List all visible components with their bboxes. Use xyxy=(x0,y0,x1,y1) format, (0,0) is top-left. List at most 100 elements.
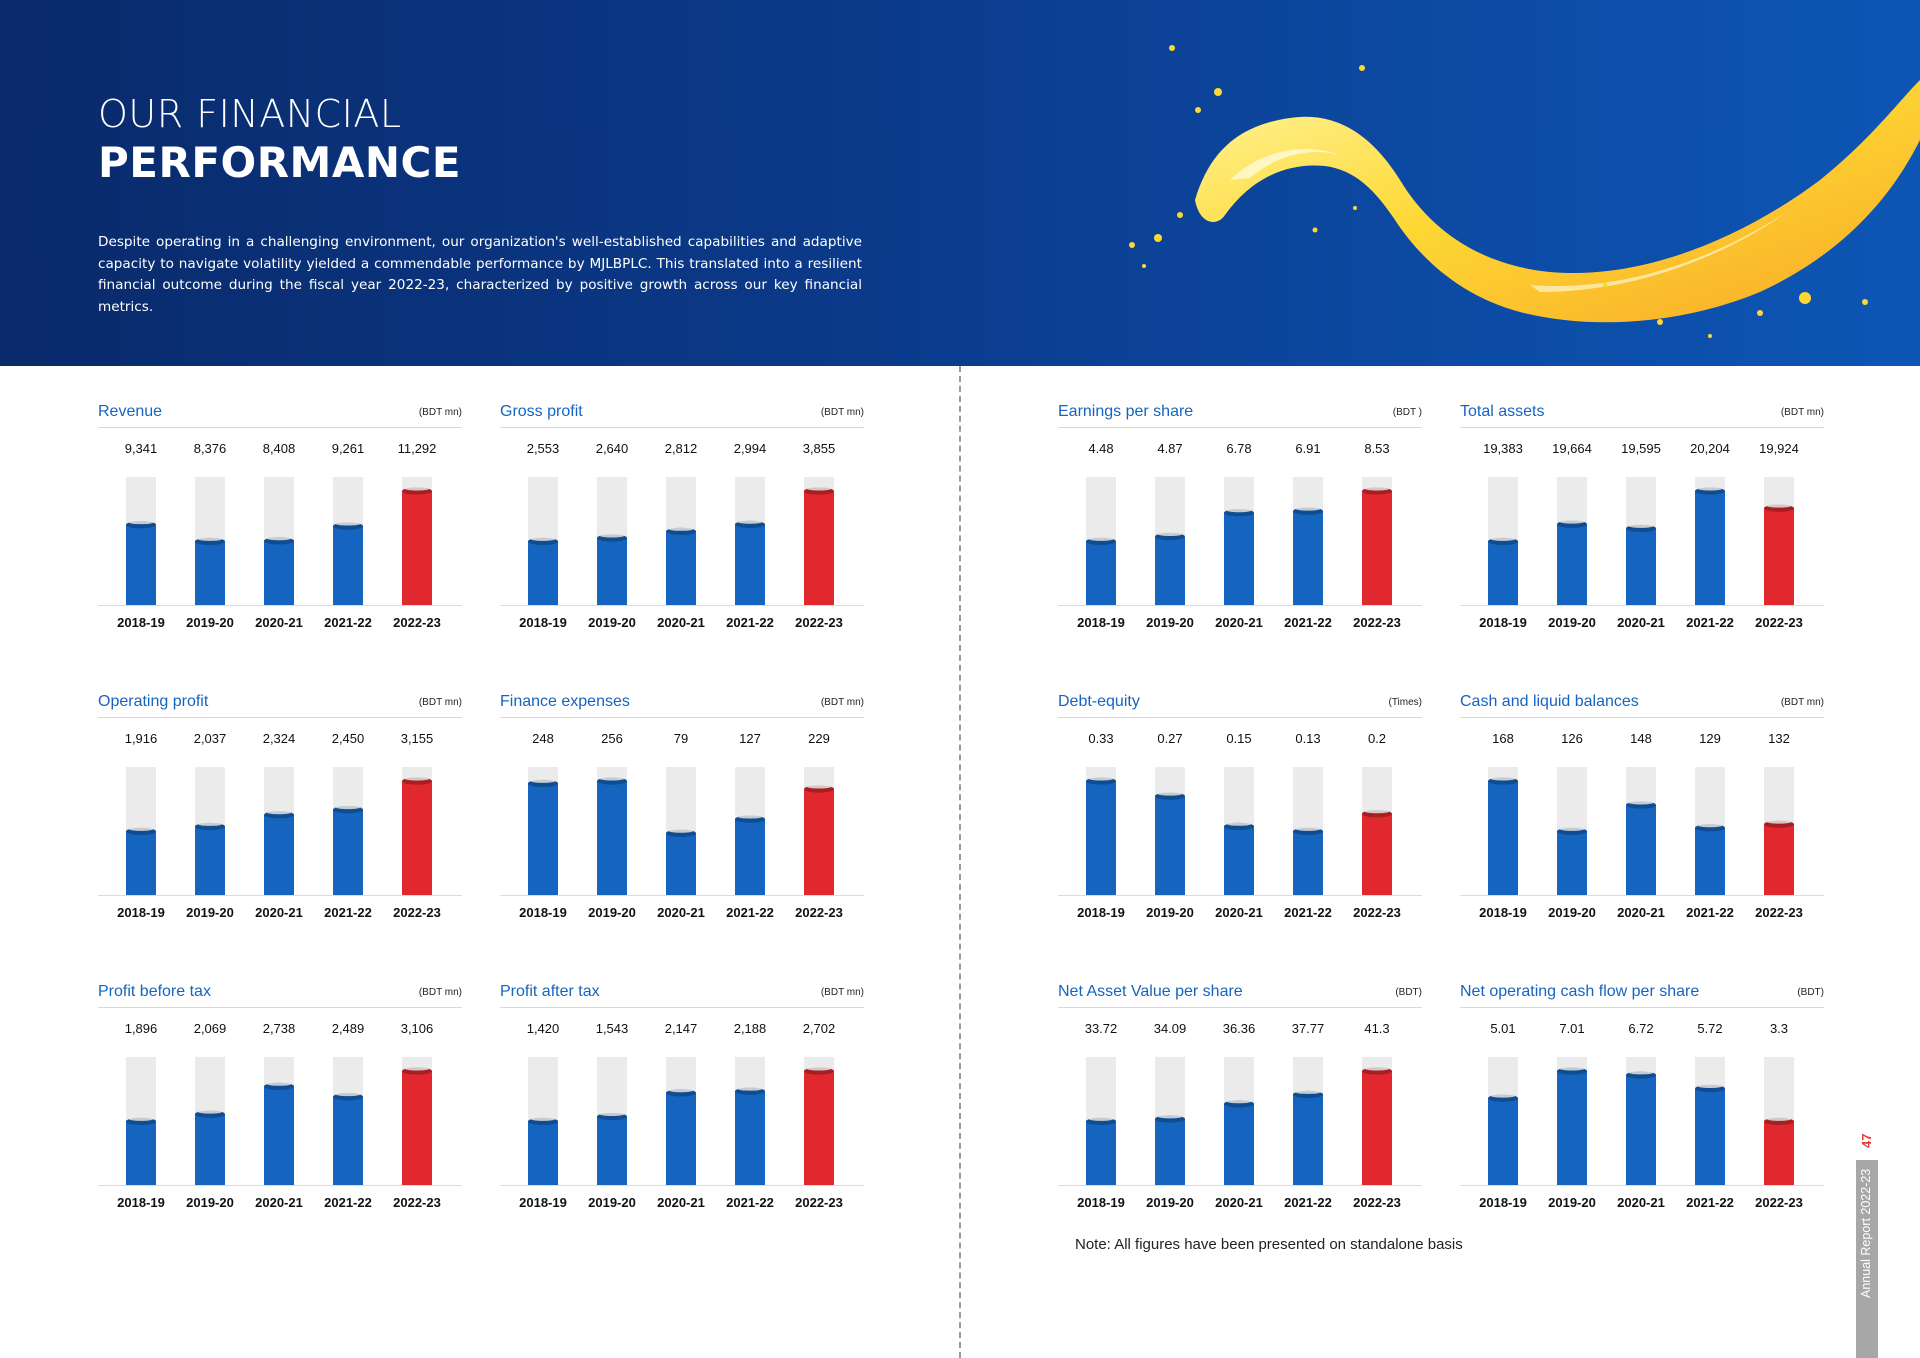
bar xyxy=(1293,511,1323,605)
bar-cap-highlight xyxy=(738,520,762,524)
bar-cap-highlight xyxy=(1365,1067,1389,1071)
bar xyxy=(528,1121,558,1185)
bar xyxy=(402,781,432,895)
bar xyxy=(804,789,834,895)
chart-title: Total assets xyxy=(1460,403,1545,420)
data-label: 7.01 xyxy=(1559,1021,1584,1036)
bar xyxy=(1293,831,1323,895)
bar xyxy=(735,819,765,895)
bar xyxy=(264,1086,294,1185)
chart-title: Cash and liquid balances xyxy=(1460,693,1639,710)
bar-cap-highlight xyxy=(405,487,429,491)
data-label: 148 xyxy=(1630,731,1652,746)
bar xyxy=(804,491,834,605)
bar xyxy=(402,491,432,605)
category-label: 2022-23 xyxy=(393,615,441,630)
bar xyxy=(597,1116,627,1185)
bar-chart-plot: 5.01 2018-19 7.01 2019-20 6.72 2020-21 5.72 202… xyxy=(1460,1021,1824,1210)
bar-cap-highlight xyxy=(1089,537,1113,541)
category-label: 2022-23 xyxy=(1353,1195,1401,1210)
chart-title: Net Asset Value per share xyxy=(1058,983,1243,1000)
data-label: 3.3 xyxy=(1770,1021,1788,1036)
data-label: 1,896 xyxy=(125,1021,158,1036)
category-label: 2020-21 xyxy=(255,1195,303,1210)
data-label: 11,292 xyxy=(398,441,437,456)
chart-unit: (BDT mn) xyxy=(1780,407,1824,418)
bar xyxy=(333,1096,363,1185)
bar-cap-highlight xyxy=(1227,509,1251,513)
category-label: 2021-22 xyxy=(726,1195,774,1210)
bar-cap-highlight xyxy=(129,520,153,525)
data-label: 33.72 xyxy=(1085,1021,1118,1036)
category-label: 2019-20 xyxy=(186,615,234,630)
chart-total-assets: Total assets (BDT mn) 19,383 2018-19 19,66… xyxy=(1460,403,1824,653)
data-label: 127 xyxy=(739,731,761,746)
bar-cap-highlight xyxy=(807,487,831,491)
category-label: 2019-20 xyxy=(1548,905,1596,920)
bar xyxy=(1557,524,1587,605)
category-label: 2020-21 xyxy=(657,615,705,630)
bar-cap-highlight xyxy=(1629,524,1653,528)
data-label: 2,188 xyxy=(734,1021,767,1036)
bar-chart-plot: 168 2018-19 126 2019-20 148 2020-21 129 2021-22… xyxy=(1460,731,1824,920)
side-tab-label: Annual Report 2022-23 xyxy=(1859,1168,1873,1298)
bar-cap-highlight xyxy=(1767,820,1791,824)
data-label: 1,916 xyxy=(125,731,158,746)
category-label: 2020-21 xyxy=(1617,905,1665,920)
chart-cash-and-liquid-balances: Cash and liquid balances (BDT mn) 168 201… xyxy=(1460,693,1824,943)
bar-cap-highlight xyxy=(1560,1067,1584,1071)
bar-cap-highlight xyxy=(807,785,831,789)
data-label: 3,106 xyxy=(401,1021,434,1036)
data-label: 126 xyxy=(1561,731,1583,746)
bar-chart-plot: 9,341 2018-19 8,376 2019-20 8,408 2020-21 9,26… xyxy=(98,441,462,630)
category-label: 2022-23 xyxy=(393,1195,441,1210)
bar-cap-highlight xyxy=(669,829,693,833)
category-label: 2018-19 xyxy=(1077,905,1125,920)
data-label: 5.72 xyxy=(1697,1021,1722,1036)
data-label: 6.72 xyxy=(1628,1021,1653,1036)
bar-chart-plot: 4.48 2018-19 4.87 2019-20 6.78 2020-21 6.91 202… xyxy=(1058,441,1422,630)
bar xyxy=(1362,491,1392,605)
data-label: 3,855 xyxy=(803,441,836,456)
bar-cap-highlight xyxy=(405,777,429,781)
chart-title: Debt-equity xyxy=(1058,693,1140,710)
data-label: 132 xyxy=(1768,731,1790,746)
data-label: 229 xyxy=(808,731,830,746)
data-label: 168 xyxy=(1492,731,1514,746)
bar xyxy=(1764,824,1794,895)
bar-cap-highlight xyxy=(129,827,153,831)
bar-cap-highlight xyxy=(669,527,693,531)
data-label: 2,489 xyxy=(332,1021,365,1036)
bar xyxy=(666,833,696,895)
category-label: 2020-21 xyxy=(657,1195,705,1210)
category-label: 2021-22 xyxy=(1686,905,1734,920)
bar-chart-plot: 2,553 2018-19 2,640 2019-20 2,812 2020-21 2,99… xyxy=(500,441,864,630)
chart-title-rule xyxy=(500,1007,864,1008)
bar-cap-highlight xyxy=(1158,792,1182,796)
data-label: 37.77 xyxy=(1292,1021,1325,1036)
bar-cap-highlight xyxy=(738,1087,762,1091)
chart-title-rule xyxy=(1460,1007,1824,1008)
category-label: 2021-22 xyxy=(1686,615,1734,630)
bar xyxy=(195,826,225,895)
category-label: 2018-19 xyxy=(117,1195,165,1210)
bar-chart-plot: 1,420 2018-19 1,543 2019-20 2,147 2020-21 2,18… xyxy=(500,1021,864,1210)
bar-cap-highlight xyxy=(336,805,360,810)
bar-cap-highlight xyxy=(1698,824,1722,828)
category-label: 2019-20 xyxy=(1146,905,1194,920)
bar-cap-highlight xyxy=(1767,1117,1791,1121)
data-label: 2,994 xyxy=(734,441,767,456)
category-label: 2022-23 xyxy=(795,1195,843,1210)
category-label: 2018-19 xyxy=(519,615,567,630)
category-label: 2018-19 xyxy=(519,1195,567,1210)
data-label: 19,595 xyxy=(1621,441,1661,456)
bar-cap-highlight xyxy=(267,537,291,541)
category-label: 2021-22 xyxy=(726,905,774,920)
data-label: 34.09 xyxy=(1154,1021,1187,1036)
bar-cap-highlight xyxy=(267,811,291,815)
bar xyxy=(1224,512,1254,605)
bar-cap-highlight xyxy=(531,537,555,541)
chart-unit: (Times) xyxy=(1388,697,1422,708)
data-label: 4.87 xyxy=(1157,441,1182,456)
bar xyxy=(1488,541,1518,605)
